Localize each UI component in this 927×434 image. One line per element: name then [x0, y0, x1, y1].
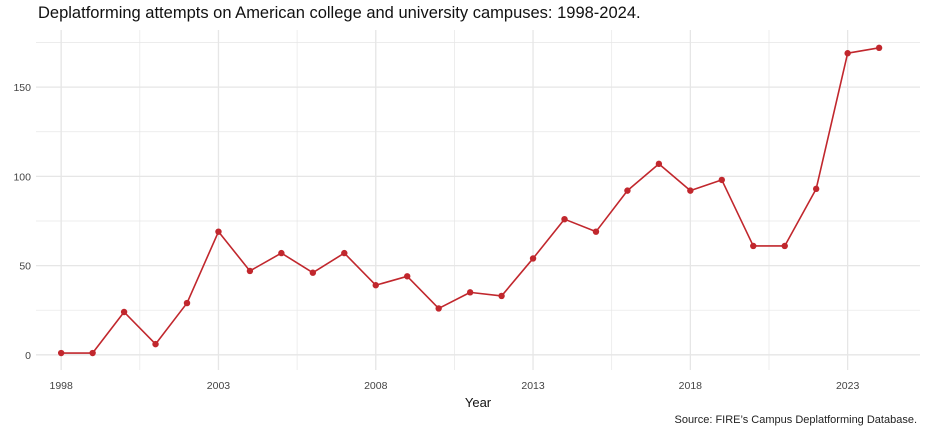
x-tick-label: 2013	[521, 380, 545, 392]
data-point	[529, 255, 537, 262]
data-point	[844, 50, 851, 57]
x-axis-title: Year	[465, 395, 492, 410]
data-point	[278, 249, 285, 257]
x-tick-label: 2003	[207, 380, 231, 392]
data-point	[624, 187, 631, 194]
data-point	[435, 305, 442, 312]
data-point	[57, 349, 65, 357]
data-point	[466, 289, 474, 296]
data-point	[750, 242, 757, 250]
axis-ticks: 1998 2003 2008 2013 2018 2023 0 50 100 150	[13, 82, 859, 392]
data-point	[812, 185, 820, 193]
data-point	[687, 187, 694, 194]
data-point	[592, 228, 600, 235]
series-line	[61, 47, 880, 354]
data-point	[152, 340, 159, 348]
data-series	[57, 44, 883, 357]
data-point	[372, 282, 379, 289]
y-tick-label: 50	[19, 261, 31, 273]
x-tick-label: 1998	[49, 380, 73, 392]
data-point	[718, 176, 726, 184]
data-point	[341, 249, 348, 257]
data-point	[89, 349, 96, 357]
y-tick-label: 100	[13, 171, 31, 183]
data-point	[183, 299, 191, 307]
x-tick-label: 2023	[836, 380, 860, 392]
grid-lines	[36, 30, 920, 370]
x-tick-label: 2008	[364, 380, 388, 392]
source-note: Source: FIRE’s Campus Deplatforming Data…	[674, 414, 917, 426]
y-tick-label: 150	[13, 82, 31, 94]
data-point	[309, 269, 317, 276]
y-tick-label: 0	[25, 350, 31, 362]
data-point	[404, 273, 411, 280]
data-point	[561, 215, 568, 223]
data-point	[120, 308, 128, 316]
data-point	[655, 160, 663, 168]
data-point	[781, 242, 788, 250]
x-tick-label: 2018	[679, 380, 703, 392]
data-point	[875, 44, 883, 52]
chart-title: Deplatforming attempts on American colle…	[38, 4, 641, 22]
data-point	[498, 292, 505, 300]
data-point	[246, 267, 254, 275]
data-point	[215, 228, 222, 235]
